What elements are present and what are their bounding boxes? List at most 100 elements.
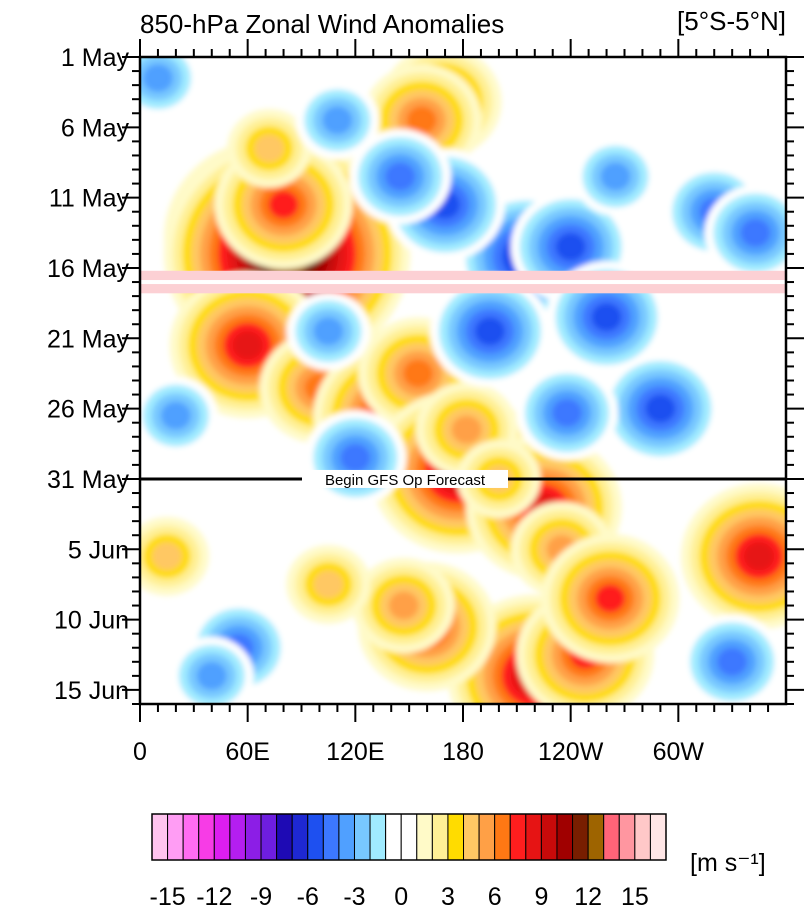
y-tick-label: 10 Jun [54,607,129,635]
anomaly-cell [254,134,285,163]
y-tick-label: 6 May [61,114,130,142]
anomaly-cell [406,106,437,135]
colorbar-units: [m s⁻¹] [690,849,766,877]
x-tick-label: 60W [653,738,705,766]
anomaly-cell [313,570,344,599]
plot-area [140,57,786,704]
colorbar-swatch [244,813,262,861]
colorbar-swatch [509,813,527,861]
missing-band-gap [140,280,786,285]
colorbar-swatch [416,813,433,861]
y-tick-label: 15 Jun [54,677,129,705]
colorbar-swatch [431,813,449,861]
missing-data-bands [140,270,786,294]
colorbar-swatch [494,813,511,861]
y-tick-label: 16 May [47,255,129,283]
colorbar-swatch [385,813,402,861]
colorbar-swatch [369,813,387,861]
colorbar-tick-label: 9 [534,883,548,911]
anomaly-cell [645,394,676,423]
y-tick-label: 31 May [47,466,129,494]
colorbar-tick-label: 15 [621,883,649,911]
colorbar-swatch [556,813,574,861]
anomaly-cell [555,232,586,261]
colorbar-swatch [213,813,231,861]
x-tick-label: 180 [442,738,484,766]
anomaly-cell [232,331,263,360]
colorbar-tick-label: -3 [343,883,365,911]
colorbar-swatch [167,813,184,861]
anomaly-cell [151,542,182,571]
colorbar-swatch [151,813,169,861]
colorbar-tick-label: 6 [488,883,502,911]
y-tick-label: 5 Jun [68,536,129,564]
colorbar-swatch [307,813,324,861]
colorbar-swatch [447,813,465,861]
colorbar: -15 -12 -9 -6 -3 0 3 6 9 12 15 [150,813,667,911]
anomaly-cell [451,415,482,444]
x-tick-label: 60E [225,738,269,766]
x-axis: 0 60E 120E 180 120W 60W [133,39,770,766]
colorbar-frame [151,813,667,861]
anomaly-cell [340,443,371,472]
anomaly-cell [600,162,631,191]
forecast-label-background [302,469,508,488]
colorbar-swatch [478,813,496,861]
y-tick-label: 26 May [47,396,129,424]
anomaly-cell [740,218,771,247]
anomaly-cell [160,401,191,430]
x-tick-label: 120E [326,738,384,766]
anomaly-cell [385,162,416,191]
colorbar-tick-label: 3 [441,883,455,911]
anomaly-cell [474,317,505,346]
colorbar-swatch [400,813,418,861]
colorbar-swatch [634,813,651,861]
colorbar-tick-label: -6 [297,883,319,911]
colorbar-swatch [338,813,355,861]
forecast-label: Begin GFS Op Forecast [325,472,486,489]
y-tick-label: 11 May [49,185,130,213]
colorbar-swatch [603,813,620,861]
anomaly-cell [591,303,622,332]
anomaly-cell [196,661,227,690]
colorbar-swatch [618,813,636,861]
colorbar-swatch [649,813,667,861]
colorbar-tick-label: 0 [394,883,408,911]
colorbar-swatch [463,813,480,861]
colorbar-swatch [525,813,542,861]
colorbar-swatch [572,813,589,861]
region-label: [5°S-5°N] [677,6,786,36]
colorbar-swatch [353,813,371,861]
anomaly-cell [595,584,626,613]
colorbar-tick-label: -15 [150,883,186,911]
x-tick-label: 120W [538,738,604,766]
y-tick-label: 1 May [61,44,130,72]
y-tick-label: 21 May [47,325,129,353]
colorbar-swatch [229,813,246,861]
colorbar-swatch [291,813,309,861]
colorbar-tick-label: -12 [196,883,232,911]
anomaly-cell [313,317,344,346]
colorbar-swatch [540,813,558,861]
x-tick-label: 0 [133,738,147,766]
anomaly-cell [403,359,434,388]
chart-title: 850-hPa Zonal Wind Anomalies [140,9,504,39]
y-axis: 1 May 6 May 11 May 16 May 21 May 26 May 31 May… [47,44,804,705]
anomaly-cell [322,106,353,135]
colorbar-tick-label: -9 [250,883,272,911]
colorbar-swatch [260,813,278,861]
colorbar-tick-label: 12 [574,883,602,911]
anomaly-cell [552,398,583,427]
anomaly-cell [142,64,173,93]
anomaly-cell [744,542,775,571]
colorbar-swatch [182,813,200,861]
anomaly-cell [388,591,419,620]
anomaly-cell [717,647,748,676]
colorbar-swatch [322,813,340,861]
forecast-marker: Begin GFS Op Forecast [140,469,786,489]
colorbar-swatch [587,813,605,861]
colorbar-swatch [276,813,293,861]
anomaly-cell [268,190,299,219]
colorbar-swatch [198,813,215,861]
